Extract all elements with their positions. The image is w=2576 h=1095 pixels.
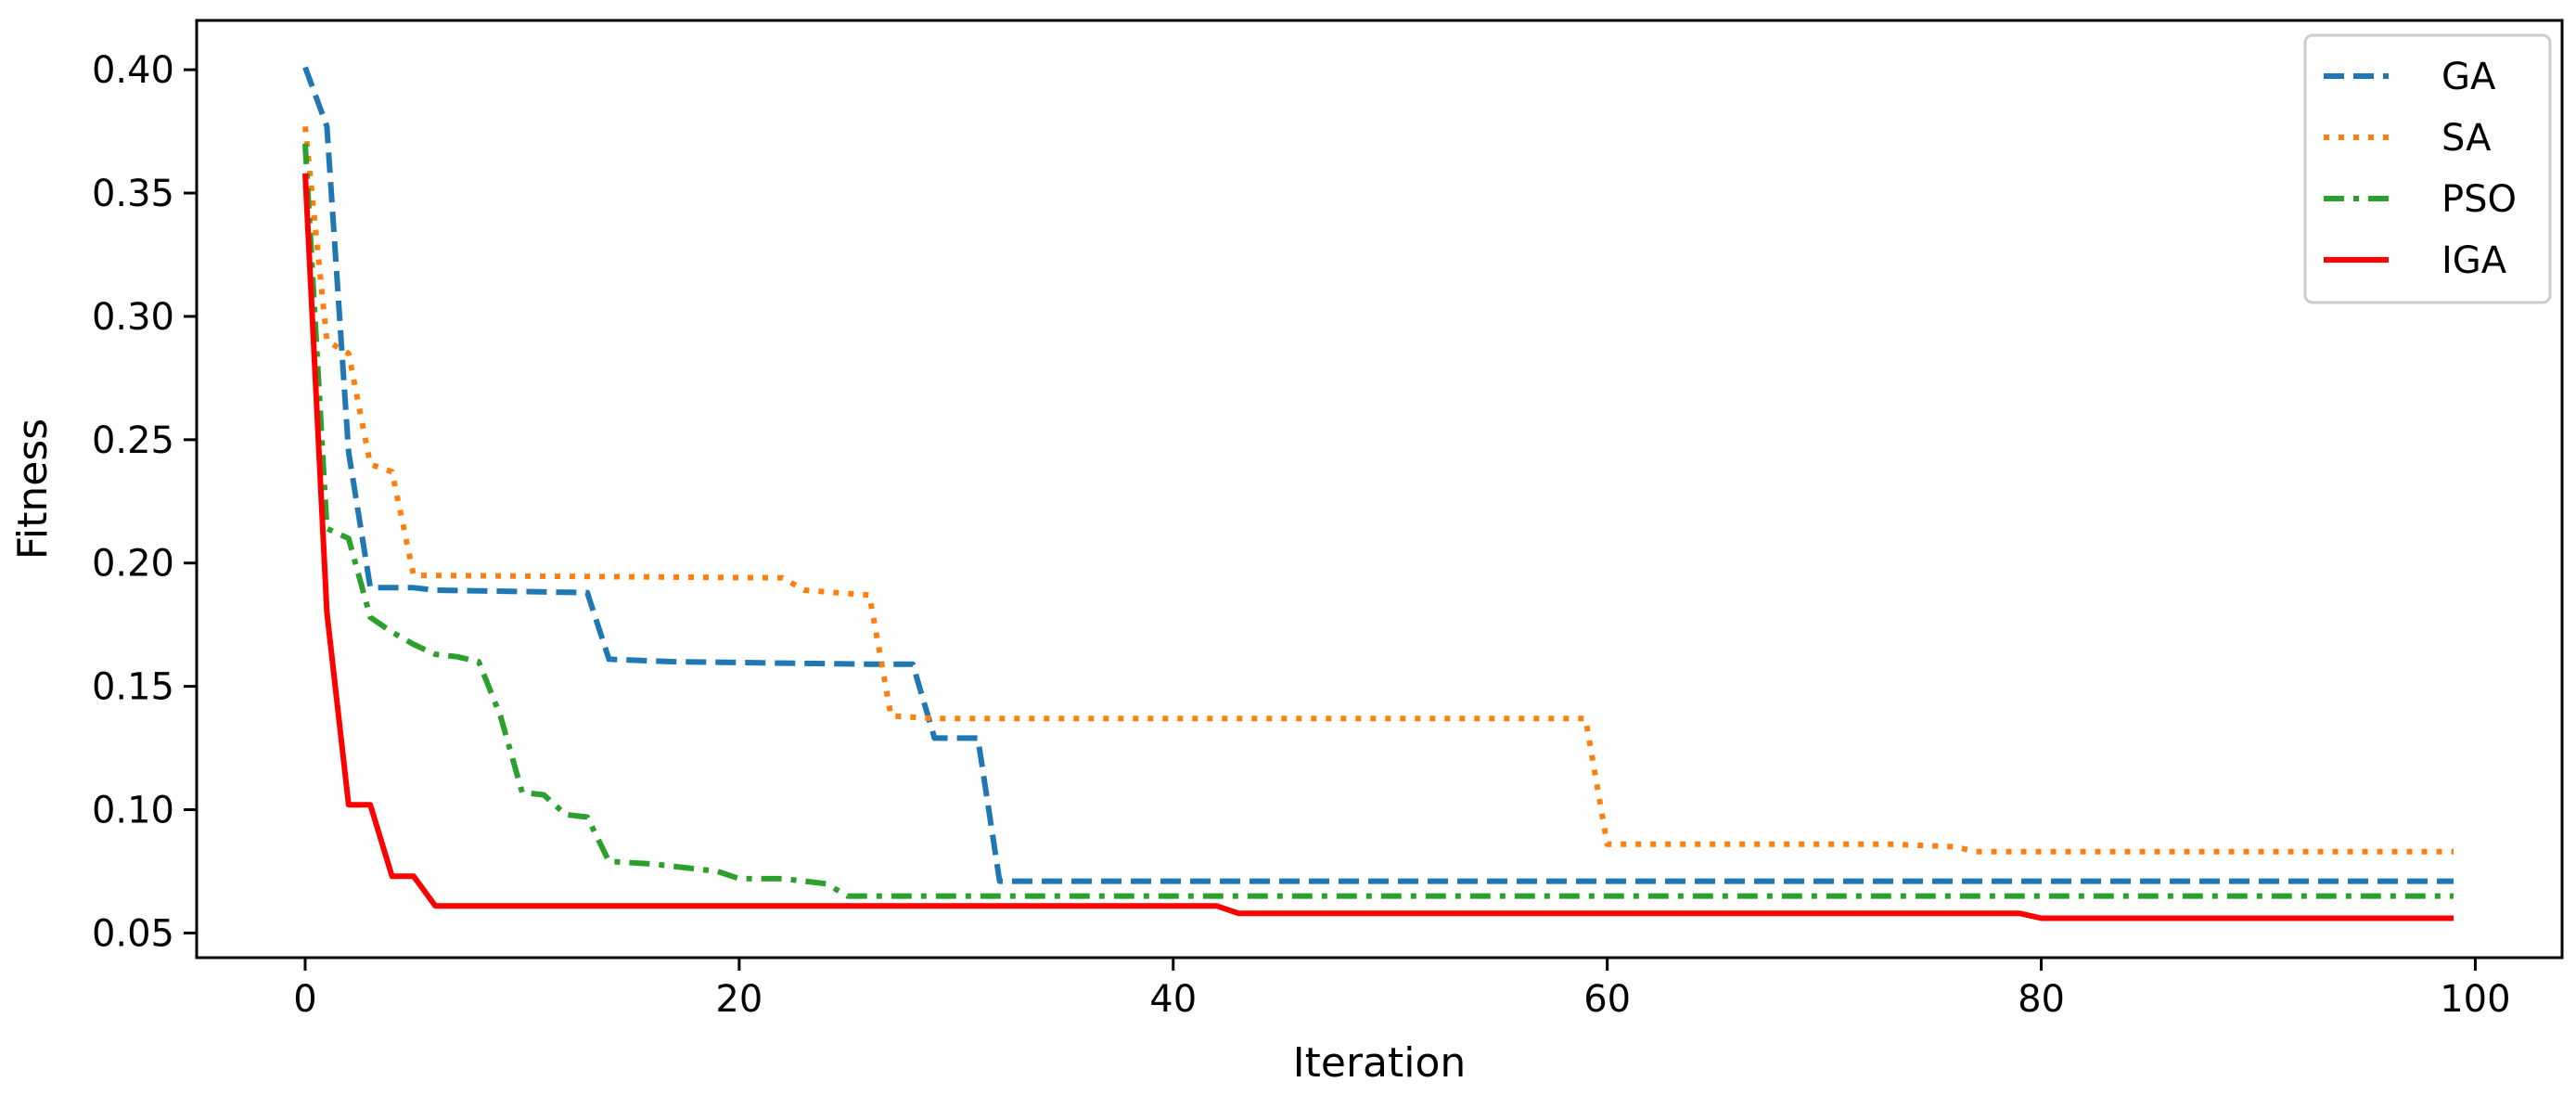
y-tick-label: 0.25: [92, 419, 174, 462]
plot-frame: [195, 19, 2564, 960]
series-line-sa: [302, 125, 2454, 855]
x-tick-label: 100: [2440, 978, 2510, 1021]
x-tick-label: 20: [715, 978, 763, 1021]
x-tick-label: 40: [1149, 978, 1197, 1021]
series-line-iga: [302, 173, 2454, 921]
x-tick-label: 60: [1583, 978, 1631, 1021]
y-tick-label: 0.35: [92, 173, 174, 215]
legend: GA SA PSO IGA: [2303, 33, 2552, 304]
series-line-pso: [302, 143, 2454, 899]
x-axis-label: Iteration: [1293, 1039, 1467, 1087]
series-line-ga: [302, 66, 2454, 884]
x-tick-label: 0: [293, 978, 316, 1021]
y-tick-label: 0.10: [92, 790, 174, 832]
y-tick-label: 0.05: [92, 912, 174, 955]
y-axis-label: Fitness: [9, 419, 57, 560]
legend-label-iga: IGA: [2441, 239, 2507, 282]
y-tick-label: 0.40: [92, 49, 174, 92]
legend-box: [2303, 33, 2552, 304]
y-tick-label: 0.30: [92, 296, 174, 339]
x-axis: 0 20 40 60 80 100: [293, 958, 2511, 1021]
legend-label-pso: PSO: [2441, 178, 2517, 221]
y-tick-label: 0.20: [92, 543, 174, 586]
x-tick-label: 80: [2018, 978, 2065, 1021]
series-lines: [302, 66, 2454, 921]
legend-label-ga: GA: [2441, 56, 2496, 98]
y-axis: 0.05 0.10 0.15 0.20 0.25 0.30 0.35 0.40: [92, 49, 197, 955]
y-tick-label: 0.15: [92, 666, 174, 709]
legend-label-sa: SA: [2441, 117, 2492, 160]
